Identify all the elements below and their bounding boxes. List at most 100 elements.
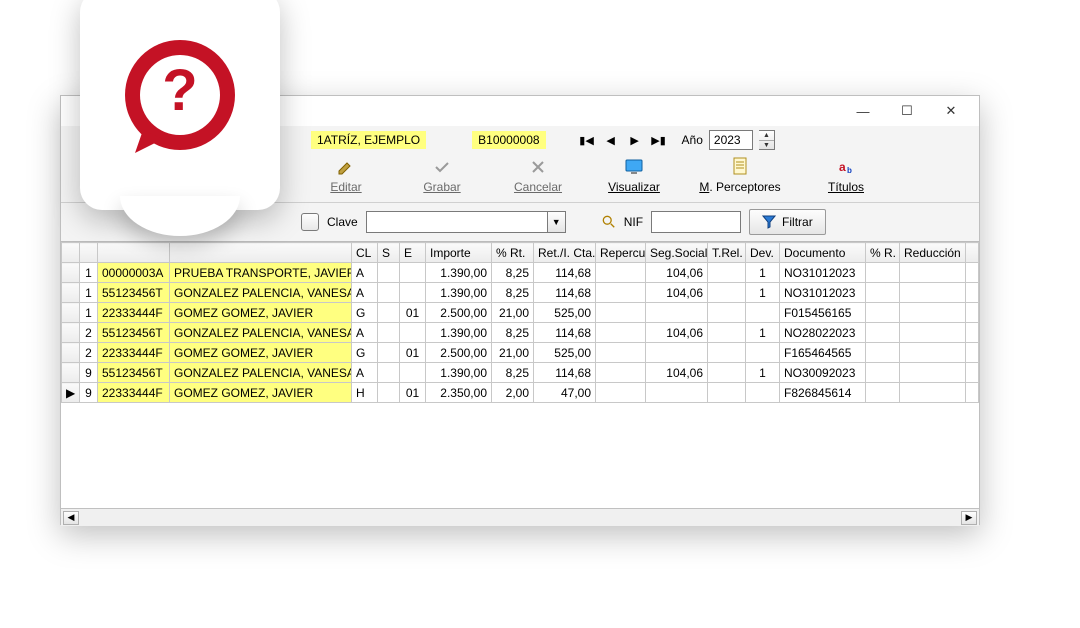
perceptores-button[interactable]: M. Perceptores [695, 156, 785, 194]
cell[interactable]: 1.390,00 [426, 363, 492, 383]
column-header[interactable] [62, 243, 80, 263]
cell[interactable]: 55123456T [98, 323, 170, 343]
cell[interactable]: 22333444F [98, 303, 170, 323]
cell[interactable]: 114,68 [534, 323, 596, 343]
cell[interactable]: 104,06 [646, 283, 708, 303]
cell[interactable] [378, 303, 400, 323]
column-header[interactable]: Reducción [900, 243, 966, 263]
grabar-button[interactable]: Grabar [407, 156, 477, 194]
cell[interactable]: 21,00 [492, 343, 534, 363]
filtrar-button[interactable]: Filtrar [749, 209, 826, 235]
cell[interactable]: 8,25 [492, 263, 534, 283]
cell[interactable]: 1 [746, 363, 780, 383]
maximize-button[interactable]: ☐ [885, 98, 929, 124]
editar-button[interactable]: Editar [311, 156, 381, 194]
cell[interactable] [596, 383, 646, 403]
cell[interactable]: 22333444F [98, 343, 170, 363]
cell[interactable] [866, 263, 900, 283]
column-header[interactable]: E [400, 243, 426, 263]
cell[interactable] [62, 283, 80, 303]
cell[interactable] [866, 343, 900, 363]
table-row[interactable]: 155123456TGONZALEZ PALENCIA, VANESAA1.39… [62, 283, 979, 303]
cell[interactable] [966, 283, 979, 303]
cell[interactable] [62, 363, 80, 383]
column-header[interactable]: T.Rel. [708, 243, 746, 263]
cell[interactable] [400, 363, 426, 383]
cell[interactable]: H [352, 383, 378, 403]
cancelar-button[interactable]: Cancelar [503, 156, 573, 194]
horizontal-scrollbar[interactable]: ◀ ▶ [61, 508, 979, 526]
cell[interactable] [62, 263, 80, 283]
cell[interactable] [866, 303, 900, 323]
cell[interactable] [708, 383, 746, 403]
column-header[interactable]: % Rt. [492, 243, 534, 263]
cell[interactable]: A [352, 263, 378, 283]
cell[interactable]: 1 [80, 303, 98, 323]
cell[interactable]: GONZALEZ PALENCIA, VANESA [170, 323, 352, 343]
table-row[interactable]: 222333444FGOMEZ GOMEZ, JAVIERG012.500,00… [62, 343, 979, 363]
cell[interactable] [746, 383, 780, 403]
cell[interactable]: F165464565 [780, 343, 866, 363]
cell[interactable] [708, 283, 746, 303]
cell[interactable] [900, 263, 966, 283]
cell[interactable] [900, 343, 966, 363]
column-header[interactable]: Dev. [746, 243, 780, 263]
filter-checkbox[interactable] [301, 213, 319, 231]
cell[interactable] [900, 383, 966, 403]
cell[interactable]: 21,00 [492, 303, 534, 323]
cell[interactable] [596, 263, 646, 283]
cell[interactable] [746, 303, 780, 323]
cell[interactable] [708, 343, 746, 363]
cell[interactable] [866, 283, 900, 303]
cell[interactable]: 2.350,00 [426, 383, 492, 403]
cell[interactable]: 55123456T [98, 283, 170, 303]
cell[interactable] [866, 383, 900, 403]
scroll-left-icon[interactable]: ◀ [63, 511, 79, 525]
cell[interactable]: 55123456T [98, 363, 170, 383]
cell[interactable] [400, 263, 426, 283]
nav-next-icon[interactable]: ▶ [626, 131, 644, 149]
cell[interactable] [900, 303, 966, 323]
column-header[interactable]: Seg.Social [646, 243, 708, 263]
minimize-button[interactable]: — [841, 98, 885, 124]
cell[interactable]: 2.500,00 [426, 343, 492, 363]
cell[interactable] [866, 323, 900, 343]
column-header[interactable]: % R. [866, 243, 900, 263]
cell[interactable] [646, 303, 708, 323]
cell[interactable] [900, 363, 966, 383]
cell[interactable] [900, 283, 966, 303]
cell[interactable]: A [352, 363, 378, 383]
cell[interactable] [378, 283, 400, 303]
nav-last-icon[interactable]: ▶▮ [650, 131, 668, 149]
cell[interactable]: 525,00 [534, 303, 596, 323]
cell[interactable]: NO31012023 [780, 263, 866, 283]
cell[interactable]: 1.390,00 [426, 263, 492, 283]
cell[interactable] [646, 383, 708, 403]
cell[interactable] [966, 343, 979, 363]
cell[interactable] [966, 363, 979, 383]
cell[interactable]: 525,00 [534, 343, 596, 363]
scroll-right-icon[interactable]: ▶ [961, 511, 977, 525]
cell[interactable] [400, 283, 426, 303]
cell[interactable]: 2,00 [492, 383, 534, 403]
column-header[interactable]: Repercut [596, 243, 646, 263]
cell[interactable]: 1 [80, 283, 98, 303]
clave-combo[interactable]: ▼ [366, 211, 566, 233]
cell[interactable]: 2 [80, 323, 98, 343]
column-header[interactable]: Importe [426, 243, 492, 263]
cell[interactable]: NO30092023 [780, 363, 866, 383]
nav-prev-icon[interactable]: ◀ [602, 131, 620, 149]
column-header[interactable]: Ret./I. Cta. [534, 243, 596, 263]
cell[interactable]: 22333444F [98, 383, 170, 403]
cell[interactable]: 8,25 [492, 363, 534, 383]
cell[interactable]: GONZALEZ PALENCIA, VANESA [170, 363, 352, 383]
cell[interactable] [708, 363, 746, 383]
cell[interactable]: 8,25 [492, 323, 534, 343]
close-button[interactable]: ✕ [929, 98, 973, 124]
cell[interactable]: ▶ [62, 383, 80, 403]
cell[interactable]: G [352, 303, 378, 323]
titulos-button[interactable]: ab Títulos [811, 156, 881, 194]
cell[interactable]: 01 [400, 383, 426, 403]
cell[interactable] [378, 383, 400, 403]
cell[interactable] [596, 323, 646, 343]
